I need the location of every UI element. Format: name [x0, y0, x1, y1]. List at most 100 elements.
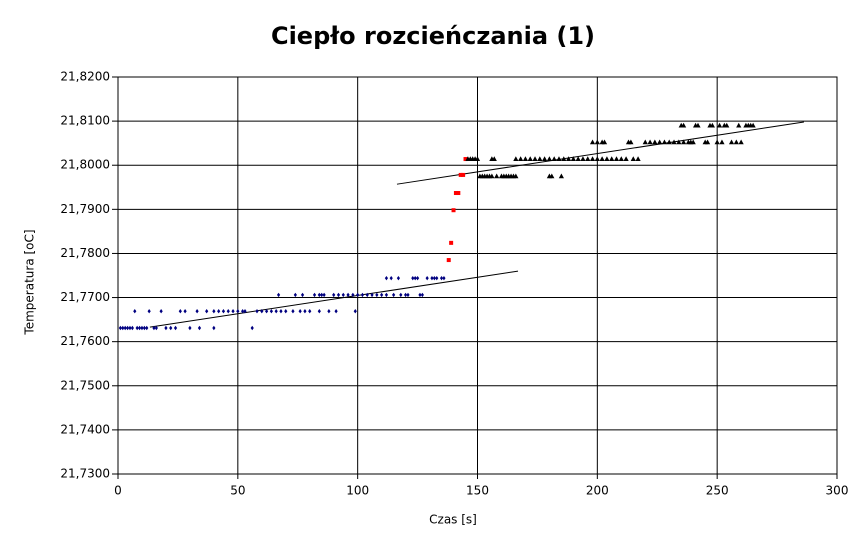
data-point	[532, 156, 538, 162]
data-point	[346, 292, 350, 298]
data-point	[183, 309, 187, 314]
data-point	[133, 309, 137, 314]
data-point	[291, 309, 295, 314]
data-point	[558, 173, 564, 179]
data-point	[549, 173, 555, 179]
data-point	[518, 156, 524, 162]
data-point	[384, 275, 389, 281]
data-point	[704, 139, 711, 145]
data-point	[733, 139, 739, 145]
data-point	[728, 139, 735, 145]
data-point	[293, 292, 297, 298]
data-point	[399, 292, 403, 298]
data-point	[236, 309, 240, 314]
y-tick-label: 21,7900	[60, 202, 110, 216]
data-point	[332, 292, 336, 298]
data-point	[147, 309, 151, 314]
data-point	[575, 156, 581, 162]
data-point	[260, 309, 264, 314]
data-point	[551, 156, 557, 162]
data-point	[491, 156, 497, 162]
data-point	[724, 122, 730, 128]
chart-title: Ciepło rozcieńczania (1)	[271, 22, 595, 50]
data-point	[250, 325, 254, 331]
data-point	[197, 325, 202, 331]
data-point	[152, 325, 156, 331]
data-point	[642, 139, 648, 145]
data-point	[430, 275, 434, 281]
data-point	[449, 240, 454, 245]
x-tick-label: 150	[466, 484, 489, 498]
data-point	[303, 309, 307, 314]
data-point	[661, 139, 668, 145]
data-point	[537, 156, 543, 162]
data-point	[320, 292, 324, 298]
x-tick-label: 300	[826, 484, 849, 498]
data-point	[411, 275, 415, 281]
data-point	[317, 309, 321, 314]
data-point	[681, 122, 687, 128]
x-tick-label: 0	[114, 484, 122, 498]
data-point	[623, 156, 629, 162]
data-point	[609, 156, 615, 162]
data-point	[351, 292, 355, 298]
data-point	[255, 309, 259, 314]
data-point	[494, 173, 500, 179]
data-point	[628, 139, 634, 145]
y-tick-label: 21,7400	[60, 422, 110, 436]
data-point	[695, 122, 701, 128]
data-point	[453, 191, 458, 196]
data-point	[618, 156, 624, 162]
data-point	[145, 325, 149, 331]
data-point	[123, 325, 127, 331]
x-tick-label: 50	[230, 484, 245, 498]
data-point	[542, 156, 548, 162]
data-point	[341, 292, 345, 298]
data-point	[125, 325, 130, 331]
x-tick-label: 100	[346, 484, 369, 498]
data-point	[135, 325, 139, 331]
data-point	[489, 173, 495, 179]
data-point	[719, 139, 725, 145]
data-point	[137, 325, 142, 331]
data-point	[274, 309, 278, 314]
data-point	[317, 292, 321, 298]
data-point	[298, 309, 302, 314]
data-point	[243, 309, 247, 314]
data-point	[561, 156, 567, 162]
data-point	[217, 309, 221, 314]
data-point	[513, 156, 519, 162]
data-point	[308, 309, 312, 314]
data-point	[439, 275, 444, 281]
y-tick-label: 21,8200	[60, 70, 110, 84]
data-point	[594, 139, 600, 145]
y-tick-label: 21,7700	[60, 290, 110, 304]
data-point	[736, 122, 742, 128]
data-point	[690, 139, 696, 145]
data-point	[425, 275, 429, 281]
data-point	[513, 173, 519, 179]
data-point	[565, 156, 572, 162]
data-point	[276, 292, 281, 298]
data-point	[413, 275, 417, 281]
data-point	[140, 325, 144, 331]
data-point	[334, 309, 338, 314]
plot-frame	[117, 76, 838, 475]
data-point	[613, 156, 620, 162]
data-point	[188, 325, 192, 331]
data-point	[461, 172, 466, 177]
data-point	[365, 292, 369, 298]
data-point	[458, 172, 463, 177]
data-point	[205, 309, 209, 314]
y-tick-label: 21,7600	[60, 334, 110, 348]
data-point	[420, 292, 424, 298]
data-point	[714, 139, 720, 145]
data-point	[522, 156, 529, 162]
x-tick-label: 250	[706, 484, 729, 498]
data-point	[599, 156, 605, 162]
data-point	[647, 139, 653, 145]
data-point	[279, 309, 283, 314]
data-point	[418, 292, 422, 298]
data-point	[154, 325, 158, 331]
